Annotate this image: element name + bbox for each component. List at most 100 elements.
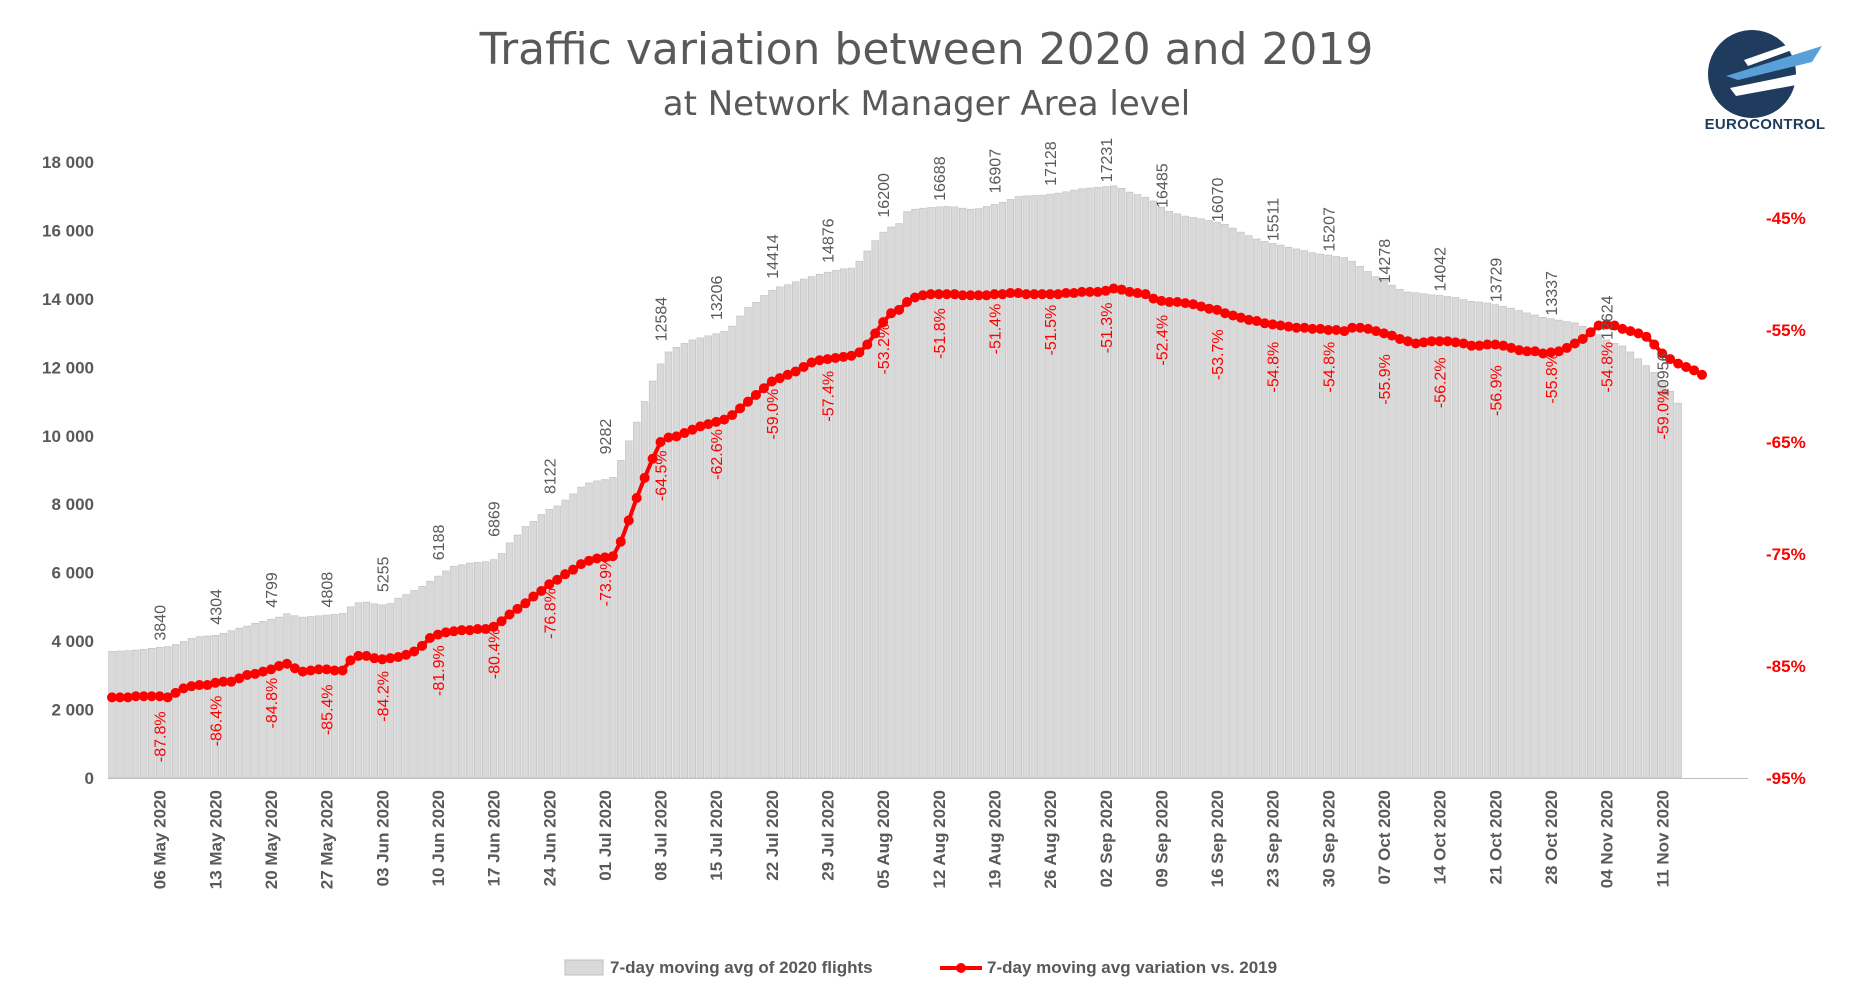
variation-point (377, 654, 388, 665)
variation-point (965, 290, 976, 301)
x-tick-label: 17 Jun 2020 (485, 790, 504, 886)
variation-point (1490, 339, 1501, 350)
variation-point (663, 432, 674, 443)
flight-bar (1658, 380, 1666, 779)
flight-bar (1038, 194, 1046, 779)
flight-bar (744, 307, 752, 779)
flight-bar (267, 618, 275, 779)
flight-bar (362, 601, 371, 779)
flight-bar (1102, 186, 1110, 779)
variation-point (1156, 295, 1167, 306)
variation-point (933, 289, 944, 300)
variation-point (1172, 297, 1183, 307)
x-tick-label: 08 Jul 2020 (652, 790, 671, 881)
flight-data-label: 13337 (1544, 271, 1561, 316)
flight-bar (839, 268, 848, 779)
flight-data-label: 16688 (932, 156, 949, 201)
flight-bar (696, 337, 704, 779)
variation-point (1530, 346, 1541, 357)
variation-point (369, 653, 380, 664)
flight-bar (1165, 210, 1174, 779)
variation-point (814, 355, 825, 366)
variation-point (1545, 347, 1556, 358)
variation-point (138, 691, 149, 702)
variation-point (480, 624, 491, 635)
variation-point (1212, 304, 1223, 315)
variation-point (1100, 285, 1111, 296)
flight-bar (1618, 345, 1627, 779)
flight-bar (1173, 213, 1181, 779)
flight-bar (577, 486, 585, 779)
flight-bar (1428, 294, 1436, 779)
variation-data-label: -86.4% (208, 696, 225, 747)
x-tick-label: 10 Jun 2020 (429, 790, 448, 886)
flight-bar (712, 333, 720, 779)
flight-data-label: 14042 (1433, 247, 1450, 292)
chart-title: Traffic variation between 2020 and 2019 (479, 24, 1374, 75)
flight-bar (108, 651, 116, 779)
flight-bar (1555, 319, 1563, 779)
flight-bar (633, 421, 641, 779)
variation-point (329, 665, 340, 676)
flight-data-label: 6869 (487, 501, 504, 537)
flight-bar (911, 208, 919, 779)
flight-bar (1316, 253, 1325, 779)
flight-bar (1483, 302, 1492, 779)
variation-point (735, 403, 746, 414)
variation-point (719, 414, 730, 425)
variation-point (1092, 286, 1103, 297)
left-axis-tick-label: 4 000 (51, 632, 94, 651)
flight-bar (863, 250, 871, 779)
flight-bar (1062, 191, 1070, 779)
flight-bar (1602, 339, 1611, 779)
flight-bar (283, 613, 291, 779)
flight-bar (513, 534, 522, 779)
left-axis-tick-label: 0 (85, 769, 94, 788)
x-tick-label: 02 Sep 2020 (1097, 790, 1116, 887)
variation-data-label: -54.8% (1600, 342, 1617, 393)
variation-point (997, 289, 1008, 300)
variation-point (1045, 289, 1056, 300)
variation-data-label: -55.8% (1544, 353, 1561, 404)
flight-bar (807, 276, 816, 779)
variation-point (1625, 326, 1636, 337)
flight-bar (672, 347, 681, 779)
flight-bar (760, 295, 768, 779)
variation-point (560, 569, 571, 580)
flight-bar (768, 290, 776, 779)
flight-bar (847, 267, 856, 779)
variation-data-label: -54.8% (1266, 342, 1283, 393)
variation-data-label: -84.2% (375, 671, 392, 722)
x-tick-label: 09 Sep 2020 (1152, 790, 1171, 887)
variation-point (385, 653, 396, 664)
flight-bar (1666, 390, 1674, 779)
flight-bar (855, 260, 863, 779)
flight-bar (648, 380, 657, 779)
flight-bar (1300, 250, 1309, 779)
x-tick-label: 07 Oct 2020 (1375, 790, 1394, 885)
flight-bar (156, 646, 164, 779)
variation-point (202, 680, 213, 691)
variation-point (154, 691, 165, 702)
flight-bar (426, 580, 434, 779)
variation-point (1609, 320, 1620, 331)
flight-data-label: 16485 (1154, 163, 1171, 208)
variation-point (321, 664, 332, 675)
flight-data-label: 10956 (1655, 352, 1672, 397)
x-tick-label: 16 Sep 2020 (1208, 790, 1227, 887)
flight-bar (720, 331, 728, 779)
variation-point (250, 668, 261, 679)
variation-data-label: -54.8% (1321, 342, 1338, 393)
variation-point (862, 339, 873, 350)
variation-point (107, 692, 117, 703)
right-axis-tick-label: -85% (1766, 657, 1806, 676)
variation-point (448, 626, 459, 637)
variation-point (1267, 319, 1278, 330)
flight-bar (394, 597, 402, 779)
variation-point (1689, 365, 1700, 376)
variation-data-label: -59.0% (765, 389, 782, 440)
chart-subtitle: at Network Manager Area level (662, 84, 1191, 124)
variation-point (1474, 340, 1485, 351)
flight-bar (211, 634, 220, 779)
flight-bar (219, 632, 227, 779)
